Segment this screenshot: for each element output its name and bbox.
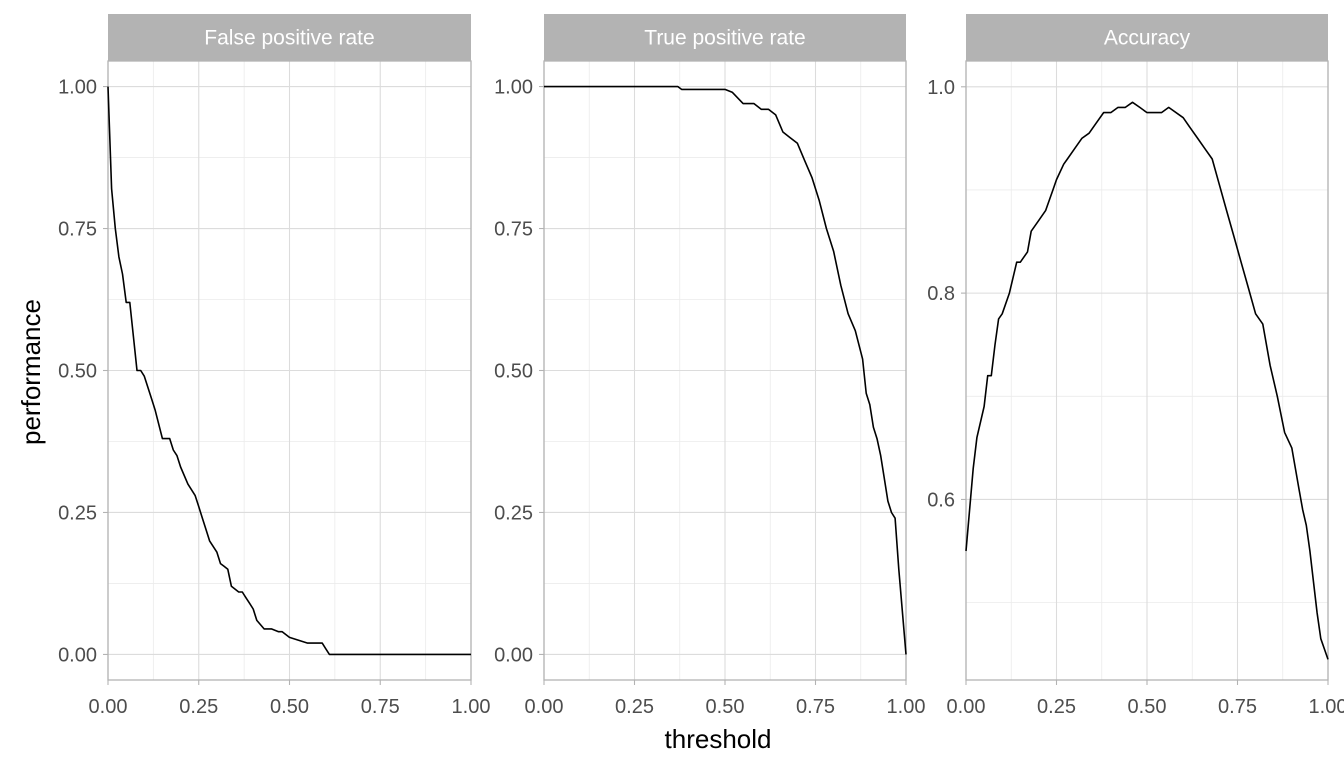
facet-strip — [966, 14, 1328, 61]
y-tick-label: 0.6 — [927, 489, 955, 511]
y-tick-label: 0.25 — [58, 502, 97, 524]
series-line — [544, 85, 907, 655]
x-tick-label: 0.25 — [1037, 696, 1076, 718]
x-tick-label: 0.00 — [525, 696, 564, 718]
x-tick-label: 0.75 — [361, 696, 400, 718]
facet-panel: Accuracy 0.00 0.25 0.50 0.75 1.00 0.6 0.8 1.0 — [927, 14, 1344, 718]
x-tick-label: 0.75 — [796, 696, 835, 718]
x-tick-label: 1.00 — [887, 696, 926, 718]
facet-strip-label: False positive rate — [204, 27, 374, 50]
x-tick-label: 0.00 — [947, 696, 986, 718]
series-line — [965, 101, 1329, 660]
x-axis-title: threshold — [665, 724, 772, 754]
y-tick-label: 0.75 — [58, 219, 97, 241]
facet-strip-label: Accuracy — [1104, 27, 1191, 50]
facet-panel: True positive rate 0.00 0.25 0.50 0.75 1.00 0.… — [494, 14, 925, 718]
facet-strip — [544, 14, 906, 61]
x-tick-label: 0.25 — [615, 696, 654, 718]
series-line — [107, 86, 471, 656]
x-tick-label: 0.00 — [89, 696, 128, 718]
x-tick-label: 0.50 — [270, 696, 309, 718]
y-tick-label: 0.00 — [58, 644, 97, 666]
y-axis-title: performance — [16, 299, 46, 445]
y-tick-label: 0.8 — [927, 283, 955, 305]
y-tick-label: 0.50 — [494, 361, 533, 383]
y-tick-label: 0.00 — [494, 644, 533, 666]
y-tick-label: 0.75 — [494, 219, 533, 241]
facet-strip — [108, 14, 471, 61]
x-tick-label: 0.50 — [706, 696, 745, 718]
y-tick-label: 1.0 — [927, 77, 955, 99]
facet-panel: False positive rate 0.00 0.25 0.50 0.75 1.00 0… — [58, 14, 490, 718]
x-tick-label: 0.50 — [1128, 696, 1167, 718]
x-tick-label: 0.25 — [179, 696, 218, 718]
y-tick-label: 0.25 — [494, 502, 533, 524]
y-tick-label: 1.00 — [494, 77, 533, 99]
facet-panels: False positive rate 0.00 0.25 0.50 0.75 1.00 0… — [58, 14, 1344, 718]
x-tick-label: 1.00 — [1309, 696, 1344, 718]
x-tick-label: 0.75 — [1218, 696, 1257, 718]
y-tick-label: 0.50 — [58, 361, 97, 383]
x-tick-label: 1.00 — [452, 696, 491, 718]
facet-strip-label: True positive rate — [644, 27, 805, 50]
y-tick-label: 1.00 — [58, 77, 97, 99]
